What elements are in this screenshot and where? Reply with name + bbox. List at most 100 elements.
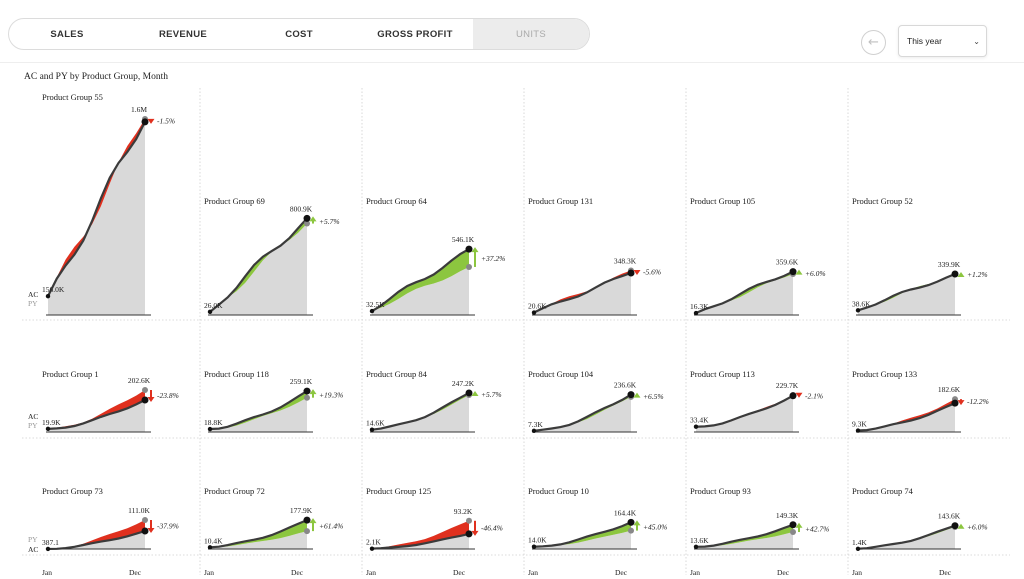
py-area xyxy=(534,530,631,549)
ac-line xyxy=(533,521,632,548)
end-label: 164.4K xyxy=(614,508,637,517)
start-point xyxy=(855,546,861,551)
ac-end-point xyxy=(951,522,959,530)
delta-label: +45.0% xyxy=(643,522,667,531)
start-label: 2.1K xyxy=(366,538,381,547)
period-select[interactable]: This year ⌄ xyxy=(898,25,987,57)
panel-title: Product Group 104 xyxy=(528,369,594,379)
variance-arrow-head xyxy=(957,523,965,529)
start-point xyxy=(693,310,699,316)
py-area xyxy=(48,390,145,432)
py-end-point xyxy=(304,394,310,401)
ac-end-point xyxy=(303,516,311,524)
start-label: 7.3K xyxy=(528,420,543,429)
py-end-point xyxy=(790,529,796,536)
ac-end-point xyxy=(465,245,473,253)
tab-revenue[interactable]: REVENUE xyxy=(158,28,208,40)
panel-title: Product Group 52 xyxy=(852,196,913,206)
variance-arrow-head xyxy=(147,118,155,124)
tab-sales[interactable]: SALES xyxy=(50,28,84,40)
end-label: 1.6M xyxy=(131,105,147,114)
ac-line xyxy=(533,271,632,314)
start-label: 156.0K xyxy=(42,285,65,294)
x-tick-label: Dec xyxy=(939,568,952,577)
ac-line xyxy=(209,217,308,313)
variance-area xyxy=(210,218,307,312)
py-end-point xyxy=(304,220,310,227)
variance-arrow-head xyxy=(147,527,155,533)
panel-title: Product Group 72 xyxy=(204,486,265,496)
py-area xyxy=(696,394,793,432)
start-point xyxy=(369,546,375,551)
variance-arrow-head xyxy=(471,530,479,536)
panel-title: Product Group 125 xyxy=(366,486,431,496)
panel-title: Product Group 84 xyxy=(366,369,428,379)
py-area xyxy=(48,119,145,315)
variance-area xyxy=(534,522,631,547)
ac-end-point xyxy=(789,268,797,276)
ac-end-point xyxy=(627,269,635,277)
back-button[interactable]: ← xyxy=(861,30,886,55)
delta-label: +5.7% xyxy=(481,390,502,399)
delta-label: -46.4% xyxy=(481,523,503,532)
variance-arrow-head xyxy=(309,518,317,524)
start-point xyxy=(369,427,375,432)
variance-arrow-head xyxy=(309,389,317,395)
ac-end-point xyxy=(141,118,149,126)
start-point xyxy=(693,424,699,429)
variance-area xyxy=(210,520,307,548)
delta-label: -12.2% xyxy=(967,397,989,406)
delta-label: +19.3% xyxy=(319,390,343,399)
x-tick-label: Dec xyxy=(453,568,466,577)
chart-title: AC and PY by Product Group, Month xyxy=(24,72,168,82)
tab-units[interactable]: UNITS xyxy=(473,19,589,49)
start-label: 38.6K xyxy=(852,299,871,308)
header-divider xyxy=(0,62,1024,63)
ac-line xyxy=(209,519,308,549)
end-label: 111.0K xyxy=(128,506,150,515)
end-label: 359.6K xyxy=(776,258,799,267)
period-select-value: This year xyxy=(907,36,942,46)
delta-label: +5.7% xyxy=(319,217,340,226)
py-area xyxy=(210,397,307,432)
py-area xyxy=(372,520,469,549)
py-end-point xyxy=(466,263,472,270)
end-label: 93.2K xyxy=(454,507,473,516)
py-area xyxy=(372,267,469,315)
start-point xyxy=(45,293,51,299)
variance-arrow-head xyxy=(147,396,155,402)
tab-cost[interactable]: COST xyxy=(285,28,313,40)
x-tick-label: Dec xyxy=(615,568,628,577)
x-tick-label: Jan xyxy=(204,568,214,577)
end-label: 236.6K xyxy=(614,381,637,390)
start-point xyxy=(531,428,537,434)
end-label: 348.3K xyxy=(614,256,637,265)
start-label: 9.3K xyxy=(852,420,867,429)
start-label: 10.4K xyxy=(204,536,223,545)
py-area xyxy=(858,527,955,549)
tab-gross-profit[interactable]: GROSS PROFIT xyxy=(377,28,453,40)
py-end-point xyxy=(142,387,148,393)
ac-line xyxy=(47,529,146,551)
delta-label: +6.0% xyxy=(805,269,826,278)
panel-title: Product Group 93 xyxy=(690,486,751,496)
ac-line xyxy=(857,402,956,432)
delta-label: +6.0% xyxy=(967,522,988,531)
end-label: 143.6K xyxy=(938,512,961,521)
panel-title: Product Group 105 xyxy=(690,196,755,206)
x-tick-label: Jan xyxy=(366,568,376,577)
start-point xyxy=(207,426,213,432)
ac-end-point xyxy=(627,391,635,399)
start-point xyxy=(207,309,213,315)
delta-label: +1.2% xyxy=(967,270,988,279)
ac-line xyxy=(47,399,146,430)
delta-label: -23.8% xyxy=(157,391,179,400)
py-end-point xyxy=(142,517,148,523)
panel-title: Product Group 10 xyxy=(528,486,589,496)
py-area xyxy=(210,531,307,549)
delta-label: +37.2% xyxy=(481,254,505,263)
arrow-left-circle-icon: ← xyxy=(868,35,879,50)
variance-area xyxy=(48,520,145,549)
legend-ac: AC xyxy=(28,290,38,299)
ac-end-point xyxy=(141,396,149,404)
